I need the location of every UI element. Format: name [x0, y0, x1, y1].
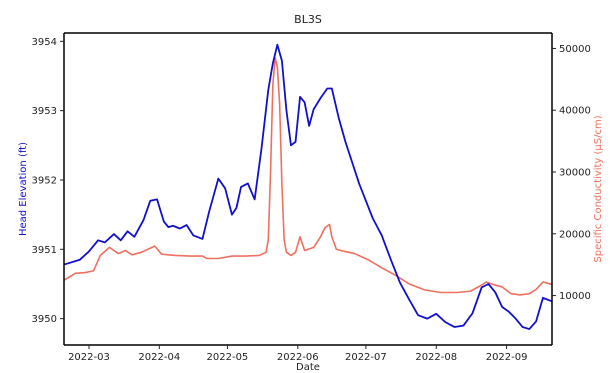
x-axis-title: Date: [296, 362, 320, 373]
x-tick-label: 2022-05: [207, 352, 249, 363]
y-right-tick-label: 50000: [559, 44, 591, 55]
y-right-tick-label: 20000: [559, 229, 591, 240]
series-line-conductivity: [63, 56, 553, 296]
x-tick-label: 2022-03: [68, 352, 110, 363]
y-right-axis-title: Specific Conductivity (µS/cm): [593, 115, 604, 262]
y-left-axis-title: Head Elevation (ft): [18, 142, 29, 236]
x-tick-label: 2022-07: [345, 352, 387, 363]
y-left-tick-label: 3950: [32, 314, 57, 325]
y-left-tick-label: 3954: [32, 37, 57, 48]
x-tick-label: 2022-08: [415, 352, 457, 363]
y-right-tick-label: 40000: [559, 106, 591, 117]
series-line-head-elevation: [63, 43, 553, 330]
x-tick-label: 2022-06: [277, 352, 319, 363]
chart-title: BL3S: [294, 13, 322, 26]
plot-area: [63, 43, 553, 330]
y-left-tick-label: 3951: [32, 245, 57, 256]
y-left-tick-label: 3953: [32, 106, 57, 117]
x-tick-label: 2022-04: [138, 352, 180, 363]
y-right-tick-label: 10000: [559, 291, 591, 302]
y-left-tick-label: 3952: [32, 175, 57, 186]
axis-ticks: 2022-03 2022-04 2022-05 2022-06 2022-07 2022-…: [32, 37, 591, 363]
x-tick-label: 2022-09: [486, 352, 528, 363]
y-right-tick-label: 30000: [559, 168, 591, 179]
axes-frame: [63, 32, 553, 346]
